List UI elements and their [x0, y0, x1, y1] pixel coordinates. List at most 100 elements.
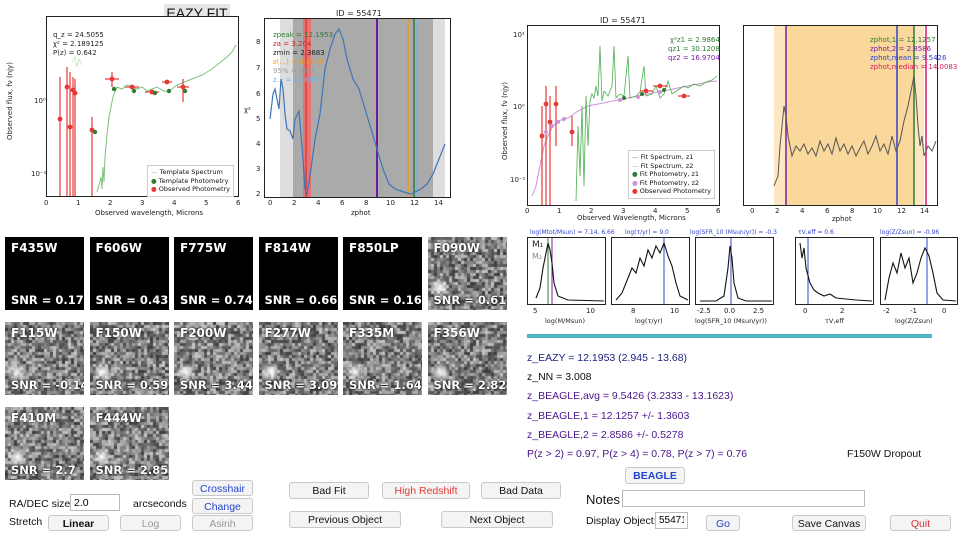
- stamp-f200w[interactable]: F200W SNR = 3.44: [174, 322, 253, 395]
- eazy-ytick-1: 10⁻¹: [31, 170, 47, 178]
- stamp-filter-label: F444W: [95, 411, 142, 425]
- stamp-f814w[interactable]: F814W SNR = 0.66: [258, 237, 338, 310]
- crosshair-button[interactable]: Crosshair: [192, 480, 253, 496]
- chi2-annot-3: z(...) = 0.0675: [273, 58, 324, 66]
- pz-annot-2: zphot,mean = 9.5426: [870, 54, 947, 62]
- stamp-f850lp[interactable]: F850LP SNR = 0.16: [343, 237, 422, 310]
- stamp-snr-label: SNR = 0.61: [433, 293, 507, 307]
- beagle-ytick: 10¹: [513, 31, 525, 39]
- beagle-xtick: 5: [685, 207, 690, 215]
- posterior-xlabel-mass: log(M/Msun): [545, 317, 586, 325]
- stamp-f435w[interactable]: F435W SNR = 0.17: [5, 237, 84, 310]
- beagle-xtick: 1: [557, 207, 562, 215]
- chi2-xtick: 12: [410, 199, 419, 207]
- stretch-linear-button[interactable]: Linear: [48, 515, 109, 531]
- stamp-f356w[interactable]: F356W SNR = 2.82: [427, 322, 507, 395]
- posterior-title-tauv: τV,eff = 0.6: [798, 229, 834, 236]
- stamp-filter-label: F814W: [264, 241, 311, 255]
- posterior-tick: 0: [803, 307, 808, 315]
- stamp-filter-label: F115W: [11, 326, 58, 340]
- stamp-f335m[interactable]: F335M SNR = 1.64: [343, 322, 422, 395]
- beagle-sed-annotations: χ²z1 = 2.9864 qz1 = 30.1208 qz2 = 16.970…: [668, 36, 720, 63]
- eazy-xtick: 3: [140, 199, 145, 207]
- stamp-f277w[interactable]: F277W SNR = 3.09: [258, 322, 338, 395]
- posterior-tick: 0: [942, 307, 947, 315]
- posterior-tick: -1: [910, 307, 917, 315]
- pz-xtick: 4: [800, 207, 805, 215]
- beagle-button[interactable]: BEAGLE: [625, 467, 685, 484]
- stamp-noise-image: [89, 322, 169, 395]
- chi2-annot-2: zmin = 2.3683: [273, 49, 325, 57]
- chi2-annot-4: 95% = 98%: [273, 67, 315, 75]
- pz-xtick: 6: [825, 207, 830, 215]
- eazy-xtick: 5: [204, 199, 209, 207]
- display-object-input[interactable]: [655, 512, 688, 529]
- chi2-xtick: 2: [292, 199, 297, 207]
- stamp-f410m[interactable]: F410M SNR = 2.7: [5, 407, 84, 480]
- next-object-button[interactable]: Next Object: [441, 511, 553, 528]
- chi2-xlabel: zphot: [351, 209, 371, 217]
- chi2-xtick: 0: [268, 199, 273, 207]
- save-canvas-button[interactable]: Save Canvas: [792, 515, 866, 531]
- chi2-xtick: 8: [364, 199, 369, 207]
- chi2-ytick: 5: [256, 115, 261, 123]
- pz-xtick: 12: [897, 207, 906, 215]
- beagle-sed-title: ID = 55471: [600, 16, 646, 25]
- stamp-f606w[interactable]: F606W SNR = 0.43: [89, 237, 169, 310]
- stamp-filter-label: F435W: [11, 241, 58, 255]
- stamp-snr-label: SNR = 2.85: [95, 463, 169, 477]
- z-eazy-text: z_EAZY = 12.1953 (2.945 - 13.68): [527, 352, 688, 364]
- stamp-f115w[interactable]: F115W SNR = -0.14: [5, 322, 84, 395]
- posterior-tick: 5: [533, 307, 538, 315]
- chi2-annotations: zpeak = 12.1953 zа = 3.204 zmin = 2.3683…: [273, 31, 333, 85]
- eazy-sed-canvas: [57, 44, 237, 196]
- posterior-sfr-canvas: [700, 238, 772, 304]
- beagle-sed-xlabel: Observed Wavelength, Microns: [577, 214, 686, 222]
- beagle-sed-ylabel: Observed flux, fν (njy): [501, 82, 509, 160]
- notes-input[interactable]: [622, 490, 865, 507]
- stretch-log-button[interactable]: Log: [120, 515, 181, 531]
- stamp-snr-label: SNR = 0.16: [349, 293, 422, 307]
- chi2-xtick: 4: [316, 199, 321, 207]
- stamp-f090w[interactable]: F090W SNR = 0.61: [427, 237, 507, 310]
- pz-xtick: 10: [873, 207, 882, 215]
- stamp-noise-image: [427, 237, 507, 310]
- change-button[interactable]: Change: [192, 498, 253, 514]
- eazy-pz-annot: P(z) = 0.642: [53, 49, 97, 57]
- bad-data-button[interactable]: Bad Data: [481, 482, 561, 499]
- notes-label: Notes: [586, 492, 620, 507]
- beagle-sed-plot: χ²z1 = 2.9864 qz1 = 30.1208 qz2 = 16.970…: [527, 25, 720, 206]
- posterior-tick: 10: [670, 307, 679, 315]
- stamp-f775w[interactable]: F775W SNR = 0.74: [174, 237, 253, 310]
- quit-button[interactable]: Quit: [890, 515, 951, 531]
- stamp-snr-label: SNR = 2.7: [11, 463, 76, 477]
- stamp-filter-label: F277W: [264, 326, 311, 340]
- chi2-xtick: 6: [340, 199, 345, 207]
- radec-size-input[interactable]: [70, 494, 120, 511]
- previous-object-button[interactable]: Previous Object: [289, 511, 401, 528]
- stamp-f444w[interactable]: F444W SNR = 2.85: [89, 407, 169, 480]
- posterior-z-canvas: [884, 238, 957, 304]
- posterior-xlabel-z: log(Z/Zsun): [895, 317, 933, 325]
- template-photometry-points: [92, 86, 188, 135]
- go-button[interactable]: Go: [706, 515, 740, 531]
- chi2-ylabel: χ²: [244, 106, 251, 114]
- z-beagle-1-text: z_BEAGLE,1 = 12.1257 +/- 1.3603: [527, 410, 690, 422]
- posterior-tick: 2: [840, 307, 845, 315]
- beagle-xtick: 2: [589, 207, 594, 215]
- beagle-pz-annotations: zphot,1 = 12.1257 zphot,2 = 2.8586 zphot…: [870, 36, 957, 72]
- bad-fit-button[interactable]: Bad Fit: [289, 482, 369, 499]
- chi2-ytick: 6: [256, 90, 261, 98]
- stamp-snr-label: SNR = 3.09: [264, 378, 338, 392]
- stamp-f150w[interactable]: F150W SNR = 0.59: [89, 322, 169, 395]
- stamp-snr-label: SNR = 0.74: [180, 293, 253, 307]
- posterior-mass-plot: M₁ M₂: [527, 237, 606, 305]
- stretch-asinh-button[interactable]: Asinh: [192, 515, 253, 531]
- pz-xlabel: zphot: [832, 215, 852, 223]
- high-redshift-button[interactable]: High Redshift: [382, 482, 470, 499]
- posterior-tick: 2.5: [753, 307, 765, 315]
- arcseconds-label: arcseconds: [133, 498, 187, 510]
- stamp-filter-label: F410M: [11, 411, 57, 425]
- z-nn-text: z_NN = 3.008: [527, 371, 592, 383]
- posterior-xlabel-tauv: τV,eff: [825, 317, 844, 325]
